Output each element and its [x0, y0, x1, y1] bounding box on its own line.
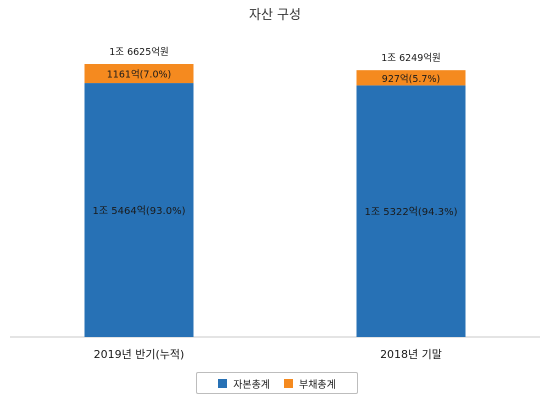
data-label-liabilities-0: 1161억(7.0%): [107, 69, 171, 81]
category-label-1: 2018년 기말: [380, 348, 442, 361]
legend-item-liabilities[interactable]: 부채총계: [284, 376, 336, 391]
chart-title: 자산 구성: [249, 8, 301, 23]
data-label-liabilities-1: 927억(5.7%): [382, 73, 440, 85]
legend-swatch-liabilities: [284, 378, 293, 388]
total-label-0: 1조 6625억원: [109, 46, 168, 58]
bar-segment-equity-1: [356, 85, 466, 337]
legend: 자본총계 부채총계: [196, 372, 358, 394]
total-label-1: 1조 6249억원: [381, 52, 440, 64]
bar-segment-equity-0: [84, 83, 194, 337]
data-label-equity-1: 1조 5322억(94.3%): [365, 206, 458, 218]
data-label-equity-0: 1조 5464억(93.0%): [93, 205, 186, 217]
legend-swatch-equity: [218, 378, 228, 388]
bar-segment-liabilities-0: [84, 64, 194, 84]
legend-label-liabilities: 부채총계: [299, 379, 336, 391]
category-label-0: 2019년 반기(누적): [94, 348, 185, 361]
legend-item-equity[interactable]: 자본총계: [218, 376, 270, 391]
bar-segment-liabilities-1: [356, 70, 466, 86]
legend-label-equity: 자본총계: [233, 379, 270, 391]
